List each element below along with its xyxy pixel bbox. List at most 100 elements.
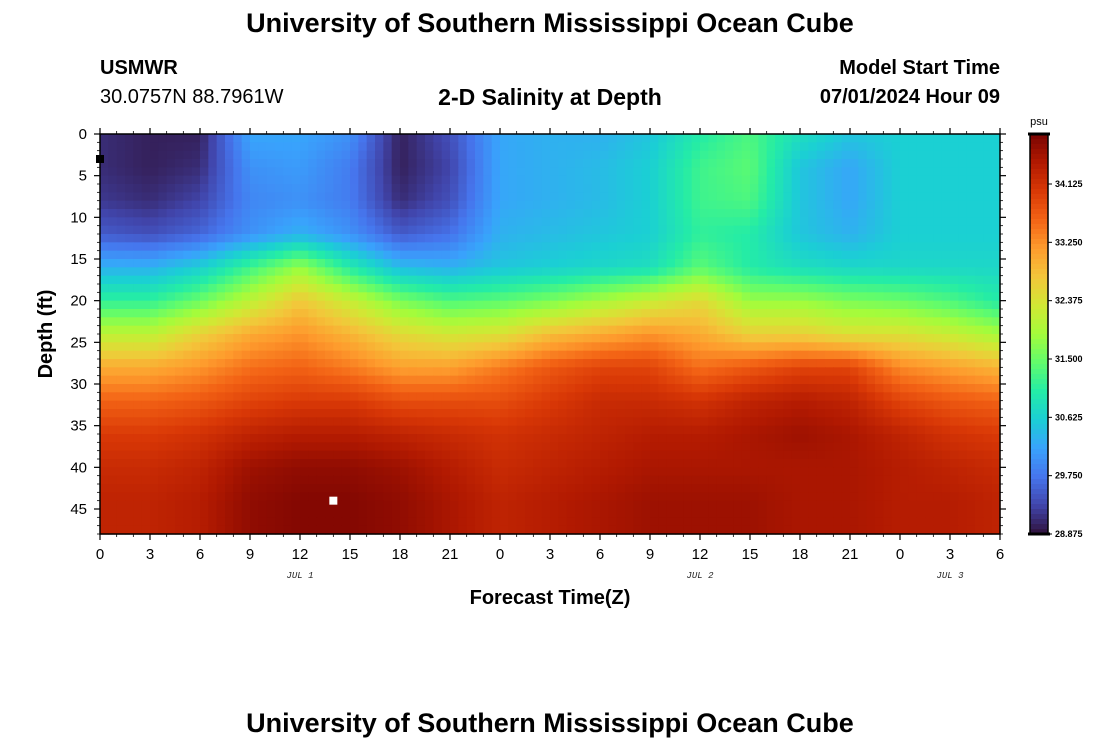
heatmap-cell [175,434,184,443]
heatmap-cell [291,309,301,318]
heatmap-cell [133,425,143,435]
heatmap-cell [575,409,584,418]
heatmap-cell [158,167,168,177]
heatmap-cell [700,467,709,477]
heatmap-cell [525,292,534,302]
heatmap-cell [291,492,301,502]
heatmap-cell [383,175,393,185]
heatmap-cell [775,392,784,402]
heatmap-cell [508,300,518,310]
heatmap-cell [208,175,218,185]
heatmap-cell [616,400,626,410]
heatmap-cell [425,209,434,218]
heatmap-cell [283,492,293,502]
heatmap-cell [825,434,834,443]
heatmap-cell [258,425,268,435]
heatmap-cell [400,209,409,218]
heatmap-cell [266,442,276,452]
heatmap-cell [858,325,868,335]
heatmap-cell [500,300,509,310]
heatmap-cell [225,517,234,527]
heatmap-cell [875,509,884,518]
heatmap-cell [766,184,776,193]
heatmap-cell [925,167,934,177]
heatmap-cell [808,375,818,385]
heatmap-cell [525,275,534,285]
heatmap-cell [858,217,868,227]
heatmap-cell [975,134,984,143]
heatmap-cell [366,509,376,518]
heatmap-cell [325,300,334,310]
heatmap-cell [216,334,226,343]
heatmap-cell [283,484,293,493]
heatmap-cell [658,192,668,202]
heatmap-cell [391,150,401,160]
heatmap-cell [550,217,559,227]
heatmap-cell [625,267,634,277]
heatmap-cell [883,325,893,335]
heatmap-cell [408,159,418,168]
heatmap-cell [366,192,376,202]
heatmap-cell [233,342,243,352]
heatmap-cell [250,334,259,343]
heatmap-cell [125,467,134,477]
heatmap-cell [158,509,168,518]
heatmap-cell [700,392,709,402]
heatmap-cell [308,259,318,268]
heatmap-cell [950,159,959,168]
heatmap-cell [166,217,176,227]
heatmap-cell [233,242,243,252]
heatmap-cell [450,375,459,385]
heatmap-cell [666,342,676,352]
heatmap-cell [100,217,109,227]
heatmap-cell [541,475,551,485]
heatmap-cell [716,167,726,177]
heatmap-cell [800,425,809,435]
heatmap-cell [100,350,109,360]
heatmap-cell [250,134,259,143]
heatmap-cell [950,325,959,335]
heatmap-cell [225,192,234,202]
heatmap-cell [708,509,718,518]
heatmap-cell [366,275,376,285]
heatmap-cell [350,134,359,143]
heatmap-cell [116,375,126,385]
heatmap-cell [233,359,243,368]
heatmap-cell [141,175,151,185]
heatmap-cell [850,309,859,318]
heatmap-cell [625,409,634,418]
heatmap-cell [233,409,243,418]
heatmap-cell [141,409,151,418]
heatmap-cell [791,492,801,502]
heatmap-cell [583,142,593,152]
heatmap-cell [900,459,909,468]
heatmap-cell [991,409,1001,418]
heatmap-cell [658,134,668,143]
heatmap-cell [358,359,368,368]
heatmap-cell [625,434,634,443]
heatmap-cell [441,350,451,360]
heatmap-cell [958,392,968,402]
heatmap-cell [200,409,209,418]
heatmap-cell [116,450,126,460]
heatmap-cell [825,417,834,427]
heatmap-cell [566,375,576,385]
heatmap-cell [800,375,809,385]
heatmap-cell [833,234,843,243]
heatmap-cell [433,484,443,493]
heatmap-cell [983,334,993,343]
heatmap-cell [341,375,351,385]
heatmap-cell [958,384,968,393]
heatmap-cell [166,425,176,435]
heatmap-cell [833,375,843,385]
heatmap-cell [875,200,884,210]
heatmap-cell [566,434,576,443]
heatmap-cell [616,217,626,227]
heatmap-cell [683,142,693,152]
heatmap-cell [775,484,784,493]
heatmap-cell [675,467,684,477]
heatmap-cell [950,200,959,210]
heatmap-cell [533,359,543,368]
heatmap-cell [333,359,343,368]
heatmap-cell [775,142,784,152]
